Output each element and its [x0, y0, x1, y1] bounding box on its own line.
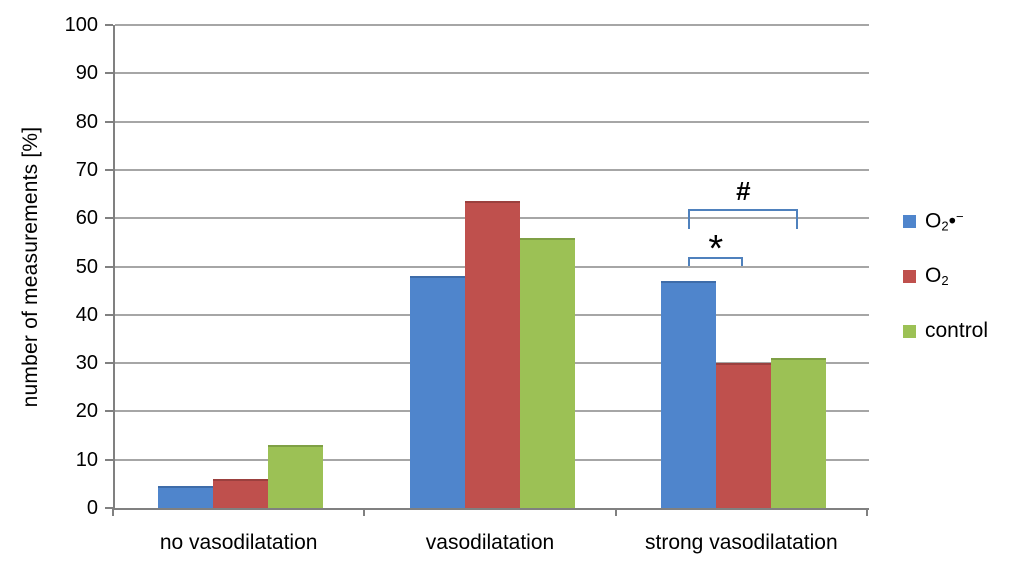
y-tick-label: 90 — [75, 62, 98, 85]
y-tick-label: 80 — [75, 110, 98, 133]
y-tick-label: 50 — [75, 255, 98, 278]
x-tick-mark — [363, 508, 366, 516]
y-tick-label: 20 — [75, 400, 98, 423]
x-tick-mark — [866, 508, 868, 516]
gridline — [115, 120, 869, 123]
legend-swatch — [903, 214, 916, 228]
y-tick-label: 10 — [75, 448, 98, 471]
bar-no-vasodilatation-series-0 — [158, 486, 214, 508]
gridline — [115, 168, 869, 171]
bar-vasodilatation-series-0 — [409, 276, 465, 508]
bar-strong-vasodilatation-series-0 — [660, 281, 716, 508]
gridline — [115, 24, 869, 26]
legend-label: control — [925, 319, 988, 343]
y-tick-label: 70 — [75, 158, 98, 181]
legend-label-part: − — [955, 208, 964, 224]
x-category-label: no vasodilatation — [159, 531, 318, 554]
legend-label-part: • — [948, 209, 956, 233]
legend-label-part: 2 — [941, 218, 949, 234]
y-tick-label: 30 — [75, 352, 98, 375]
legend: O2•− O2 control — [903, 206, 988, 371]
legend-item-1: O2 — [903, 261, 988, 291]
significance-bracket — [688, 256, 744, 267]
plot-area: # * — [113, 24, 869, 510]
y-tick-label: 0 — [86, 497, 98, 519]
legend-label: O2 — [925, 264, 949, 288]
legend-item-2: control — [903, 316, 988, 346]
legend-label-part: O — [925, 264, 942, 287]
y-tick-label: 60 — [75, 207, 98, 230]
legend-label-part: 2 — [941, 272, 949, 288]
significance-bracket — [688, 208, 799, 230]
legend-label-part: control — [925, 319, 989, 342]
bar-no-vasodilatation-series-1 — [213, 479, 269, 508]
x-category-label: vasodilatation — [425, 531, 555, 554]
y-tick-mark — [105, 313, 113, 316]
y-tick-mark — [105, 410, 113, 413]
x-category-label: strong vasodilatation — [645, 531, 838, 554]
y-tick-mark — [105, 72, 113, 75]
y-tick-mark — [105, 458, 113, 461]
x-tick-mark — [112, 508, 114, 516]
y-tick-mark — [105, 120, 113, 123]
significance-symbol: * — [708, 227, 724, 270]
bar-vasodilatation-series-1 — [464, 201, 520, 508]
x-tick-mark — [614, 508, 617, 516]
y-tick-mark — [105, 265, 113, 268]
y-tick-mark — [105, 24, 113, 26]
bar-vasodilatation-series-2 — [519, 237, 575, 508]
gridline — [115, 72, 869, 75]
legend-swatch — [903, 269, 916, 283]
y-tick-label: 40 — [75, 303, 98, 326]
y-tick-mark — [105, 168, 113, 171]
legend-label-part: O — [925, 209, 942, 233]
y-tick-mark — [105, 507, 113, 509]
bar-strong-vasodilatation-series-1 — [715, 363, 771, 508]
bar-strong-vasodilatation-series-2 — [770, 358, 826, 508]
legend-item-0: O2•− — [903, 206, 988, 236]
legend-swatch — [903, 324, 916, 338]
significance-symbol: # — [736, 175, 751, 206]
y-tick-mark — [105, 217, 113, 220]
bar-no-vasodilatation-series-2 — [268, 445, 324, 508]
y-tick-label: 100 — [64, 14, 98, 36]
legend-label: O2•− — [925, 209, 964, 234]
y-tick-mark — [105, 362, 113, 365]
